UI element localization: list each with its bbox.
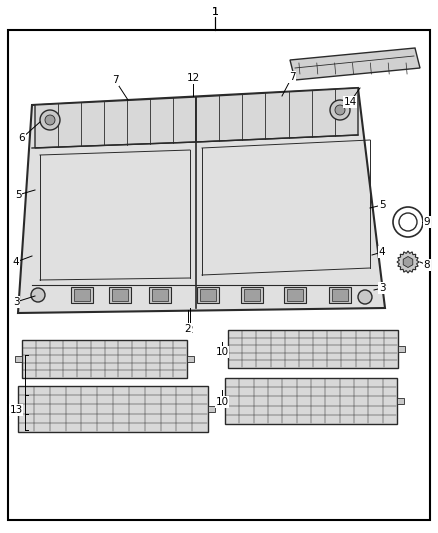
Text: 5: 5 [15,190,21,200]
Bar [11,406,18,412]
Text: 9: 9 [424,217,430,227]
Bar [71,287,93,303]
Text: 13: 13 [9,405,23,415]
Polygon shape [35,97,196,148]
Polygon shape [290,48,420,80]
Bar [74,289,90,301]
Text: 10: 10 [215,347,229,357]
Text: 3: 3 [379,283,385,293]
Text: 1: 1 [212,7,219,17]
Text: 1: 1 [212,7,219,17]
Bar [228,330,398,368]
Bar [241,287,263,303]
Bar [287,289,303,301]
Circle shape [40,110,60,130]
Text: 8: 8 [424,260,430,270]
Bar [208,406,215,412]
Text: 7: 7 [289,72,295,82]
Circle shape [358,290,372,304]
Text: 2: 2 [187,325,193,335]
Text: 5: 5 [379,200,385,210]
Bar [15,356,22,362]
Bar [332,289,348,301]
Bar [109,287,131,303]
Bar [152,289,168,301]
Circle shape [31,288,45,302]
Circle shape [393,207,423,237]
Text: 12: 12 [187,73,200,83]
Text: 4: 4 [13,257,19,267]
Text: 2: 2 [185,324,191,334]
Bar [397,398,404,404]
Text: 7: 7 [112,75,118,85]
Bar [197,287,219,303]
Polygon shape [196,88,358,142]
Polygon shape [397,251,419,273]
Text: 6: 6 [19,133,25,143]
Polygon shape [403,256,413,268]
Polygon shape [18,88,385,313]
Text: 4: 4 [379,247,385,257]
Bar [244,289,260,301]
Bar [187,356,194,362]
Text: 14: 14 [343,97,357,107]
Bar [284,287,306,303]
Circle shape [335,105,345,115]
Bar [112,289,128,301]
Bar [22,340,187,378]
Bar [329,287,351,303]
Circle shape [399,213,417,231]
Text: 10: 10 [215,397,229,407]
Bar [225,378,397,424]
Text: 3: 3 [13,297,19,307]
Bar [398,346,405,352]
Bar [18,386,208,432]
Circle shape [45,115,55,125]
Bar [200,289,216,301]
Bar [149,287,171,303]
Circle shape [330,100,350,120]
